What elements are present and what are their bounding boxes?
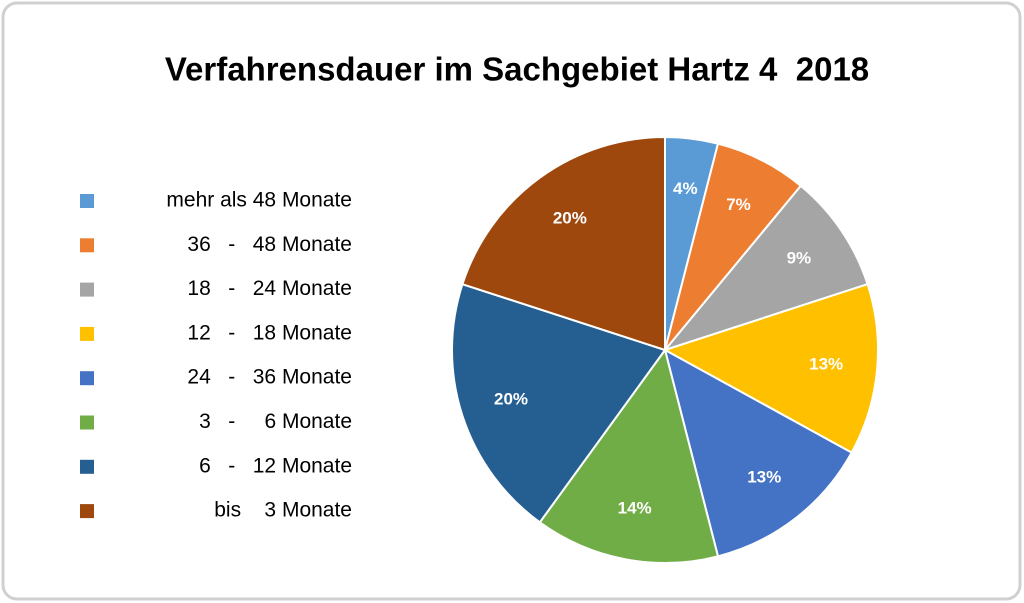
pie-slice (663, 348, 854, 558)
legend-label: bis 3 Monate (214, 499, 352, 522)
pie-slice (451, 282, 667, 524)
data-label: 7% (726, 195, 751, 214)
legend-label: 18 - 24 Monate (187, 277, 352, 300)
legend-label: 6 - 12 Monate (199, 454, 352, 477)
data-label: 20% (553, 209, 587, 228)
legend-label: 36 - 48 Monate (187, 233, 352, 256)
data-label: 14% (618, 498, 652, 517)
data-label: 13% (809, 355, 843, 374)
data-label: 13% (747, 467, 781, 486)
data-label: 9% (787, 248, 812, 267)
legend-label: 12 - 18 Monate (187, 321, 352, 344)
legend-label: 3 - 6 Monate (199, 410, 352, 433)
legend-swatch (80, 194, 94, 208)
pie-slice (461, 135, 666, 352)
legend-swatch (80, 504, 94, 519)
legend-label: 24 - 36 Monate (187, 366, 352, 389)
legend-swatch (80, 326, 94, 341)
data-label: 20% (494, 390, 528, 409)
pie-slice (662, 282, 879, 454)
legend-swatch (80, 459, 94, 474)
chart-title: Verfahrensdauer im Sachgebiet Hartz 4 20… (165, 51, 869, 88)
legend-swatch (80, 238, 94, 253)
pie-slice (538, 347, 720, 564)
pie-slice (662, 184, 869, 353)
legend-swatch (80, 371, 94, 386)
legend-swatch (80, 282, 94, 297)
legend-label: mehr als 48 Monate (166, 189, 352, 212)
legend-swatch (80, 415, 94, 430)
data-label: 4% (673, 179, 698, 198)
